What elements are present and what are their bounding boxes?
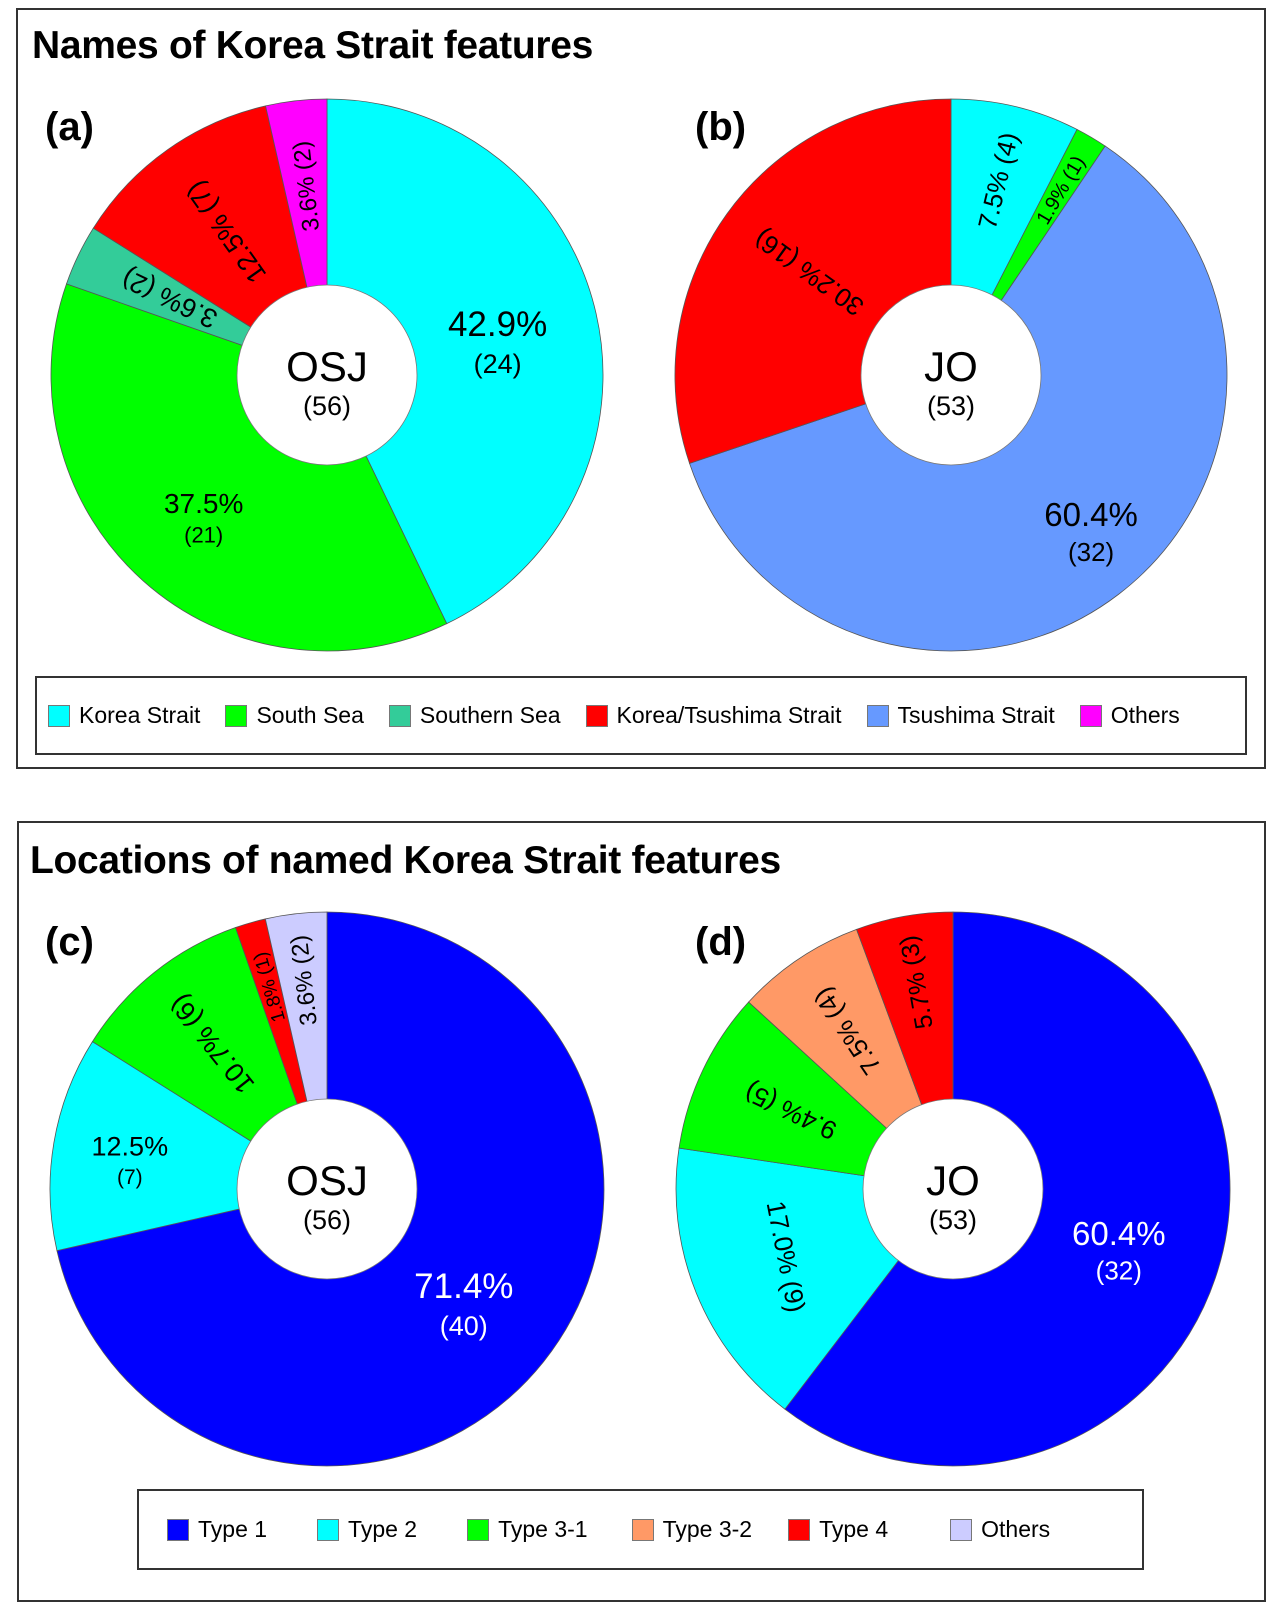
legend-item: South Sea: [225, 702, 364, 729]
legend-swatch-icon: [631, 1518, 654, 1541]
legend-label: Type 3-2: [662, 1516, 753, 1542]
names-legend: Korea Strait South Sea Southern Sea Korea/T…: [35, 676, 1247, 755]
legend-label: Type 1: [198, 1516, 268, 1542]
center-label: OSJ: [286, 343, 368, 390]
legend-item: Type 3-2: [631, 1516, 753, 1543]
slice-label: 42.9%: [448, 305, 547, 344]
pie-chart-b: JO(53)(b)7.5% (4) 1.9% (1)60.4%(32)30.2% …: [674, 98, 1228, 652]
names-panel-title: Names of Korea Strait features: [32, 24, 594, 67]
legend-item: Type 2: [317, 1516, 417, 1543]
pie-slice: [326, 98, 604, 625]
legend-swatch-icon: [467, 1518, 490, 1541]
subplot-label: (c): [45, 920, 94, 964]
legend-item: Southern Sea: [388, 702, 561, 729]
legend-item: Korea Strait: [48, 702, 200, 729]
legend-swatch-icon: [950, 1518, 973, 1541]
legend-swatch-icon: [225, 704, 248, 727]
slice-count: (7): [117, 1166, 143, 1189]
donut-hole: [236, 284, 418, 466]
donut-hole: [862, 1098, 1044, 1280]
legend-item: Korea/Tsushima Strait: [585, 702, 842, 729]
legend-item: Type 4: [788, 1516, 888, 1543]
pie-chart-c: OSJ(56)(c)71.4%(40)12.5%(7)10.7% (6)1.8%…: [45, 911, 605, 1467]
legend-swatch-icon: [48, 704, 70, 727]
slice-label: 71.4%: [414, 1267, 513, 1306]
legend-label: South Sea: [256, 702, 364, 728]
legend-item: Others: [1079, 702, 1180, 729]
legend-label: Korea Strait: [79, 702, 201, 728]
slice-count: (32): [1096, 1256, 1142, 1286]
legend-swatch-icon: [866, 704, 889, 727]
legend-item: Tsushima Strait: [866, 702, 1055, 729]
legend-swatch-icon: [388, 704, 411, 727]
legend-item: Type 3-1: [467, 1516, 588, 1543]
center-label: OSJ: [286, 1157, 368, 1204]
locations-panel-title: Locations of named Korea Strait features: [30, 839, 781, 882]
legend-swatch-icon: [585, 704, 608, 727]
legend-label: Type 3-1: [498, 1516, 588, 1542]
locations-legend: Type 1 Type 2 Type 3-1 Type 3-2 Type 4 Others: [137, 1489, 1144, 1570]
legend-label: Korea/Tsushima Strait: [616, 702, 842, 728]
pie-chart-a: OSJ(56)(a)42.9%(24)37.5%(21)3.6% (2)12.5…: [45, 98, 604, 652]
legend-label: Others: [1110, 702, 1180, 728]
donut-hole: [236, 1098, 418, 1280]
legend-item: Others: [950, 1516, 1050, 1543]
center-label: JO: [926, 1157, 980, 1204]
legend-swatch-icon: [317, 1518, 340, 1541]
slice-count: (32): [1068, 537, 1114, 567]
legend-label: Type 4: [819, 1516, 889, 1542]
center-total: (53): [927, 391, 975, 421]
subplot-label: (b): [695, 105, 746, 149]
center-label: JO: [924, 343, 978, 390]
center-total: (53): [929, 1205, 977, 1235]
legend-swatch-icon: [167, 1518, 189, 1541]
legend-item: Type 1: [167, 1516, 267, 1543]
legend-swatch-icon: [788, 1518, 811, 1541]
pie-chart-d: JO(53)(d)60.4%(32)17.0% (9)9.4% (5)7.5% …: [675, 911, 1231, 1467]
center-total: (56): [303, 391, 351, 421]
slice-count: (24): [474, 349, 522, 379]
subplot-label: (d): [695, 920, 746, 964]
subplot-label: (a): [45, 105, 94, 149]
legend-label: Southern Sea: [419, 702, 561, 728]
slice-label: 12.5%: [92, 1132, 169, 1162]
pie-slice: [50, 283, 448, 652]
slice-label: 37.5%: [164, 488, 243, 519]
donut-hole: [860, 284, 1042, 466]
legend-label: Tsushima Strait: [897, 702, 1055, 728]
slice-count: (40): [440, 1311, 488, 1341]
slice-count: (21): [184, 522, 223, 547]
legend-label: Type 2: [348, 1516, 418, 1542]
center-total: (56): [303, 1205, 351, 1235]
legend-label: Others: [981, 1516, 1051, 1542]
slice-label: 60.4%: [1072, 1215, 1166, 1252]
legend-swatch-icon: [1079, 704, 1102, 727]
slice-label: 60.4%: [1044, 496, 1138, 533]
